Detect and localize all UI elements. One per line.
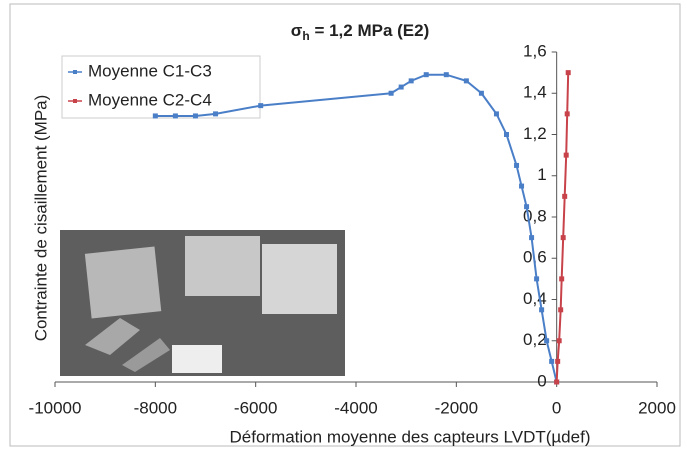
legend-label: Moyenne C2-C4 [88,90,212,109]
y-tick-label: 0 [537,371,546,390]
marker [172,113,178,119]
marker [388,90,394,96]
marker [534,276,540,282]
marker [560,235,566,241]
x-tick-label: -8000 [134,398,177,417]
legend-marker [73,99,77,103]
marker [398,84,404,90]
x-tick-label: 0 [552,398,561,417]
marker [519,183,525,189]
title-text: = 1,2 MPa (E2) [310,21,430,40]
marker [555,358,561,364]
marker [192,113,198,119]
marker [556,338,562,344]
marker [478,90,484,96]
y-tick-label: 1,2 [523,124,547,143]
marker [408,78,414,84]
photo-inset [60,230,345,376]
y-tick-label: 0,2 [523,330,547,349]
marker [463,78,469,84]
x-tick-label: -10000 [29,398,82,417]
marker [423,72,429,78]
marker [524,204,530,210]
marker [213,111,219,117]
legend-marker [73,70,77,74]
marker [564,111,570,117]
series-line [555,72,570,383]
marker [559,276,565,282]
marker [539,307,545,313]
marker [493,111,499,117]
marker [529,235,535,241]
marker [562,193,568,199]
x-tick-label: -6000 [234,398,277,417]
x-tick-label: 2000 [638,398,676,417]
x-axis-label: Déformation moyenne des capteurs LVDT(µd… [230,427,591,446]
y-axis-label: Contrainte de cisaillement (MPa) [31,95,50,342]
marker [563,152,569,158]
y-tick-label: 1 [537,165,546,184]
marker [443,72,449,78]
legend-label: Moyenne C1-C3 [88,61,212,80]
marker [565,70,571,76]
x-tick-label: -4000 [334,398,377,417]
y-tick-label: 0,4 [523,289,547,308]
title-symbol: σ [291,21,303,40]
legend [61,55,261,119]
marker [504,132,509,137]
title-subscript: h [302,29,309,43]
marker [558,307,564,313]
marker [152,113,158,119]
y-tick-label: 1,4 [523,83,547,102]
x-tick-label: -2000 [435,398,478,417]
marker [544,338,550,344]
marker [514,162,520,168]
y-tick-label: 1,6 [523,41,547,60]
marker [258,103,264,109]
marker [554,379,560,385]
marker [549,358,555,364]
chart-title: σh = 1,2 MPa (E2) [291,21,430,43]
